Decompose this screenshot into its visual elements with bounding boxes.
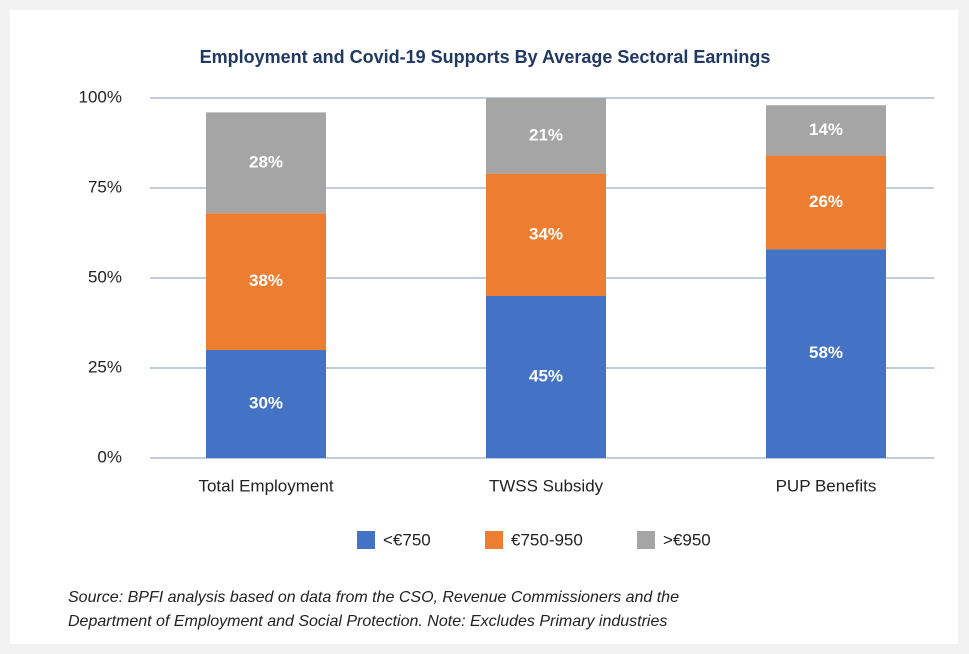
- x-tick-label: Total Employment: [198, 476, 333, 495]
- legend-label: >€950: [663, 530, 711, 549]
- source-note: Source: BPFI analysis based on data from…: [68, 589, 679, 606]
- bar-segment: [206, 112, 326, 214]
- x-tick-label: PUP Benefits: [776, 476, 877, 495]
- chart-title: Employment and Covid-19 Supports By Aver…: [200, 47, 771, 67]
- data-label: 26%: [809, 192, 843, 211]
- bar-segment: [206, 350, 326, 458]
- source-note: Department of Employment and Social Prot…: [68, 613, 667, 630]
- data-label: 58%: [809, 343, 843, 362]
- bar-segment: [206, 213, 326, 350]
- legend-swatch: [485, 531, 503, 549]
- y-tick-label: 75%: [88, 177, 122, 196]
- data-label: 30%: [249, 393, 283, 412]
- data-label: 45%: [529, 366, 563, 385]
- data-label: 38%: [249, 271, 283, 290]
- y-tick-label: 100%: [79, 87, 122, 106]
- data-label: 21%: [529, 125, 563, 144]
- bar-segment: [486, 98, 606, 174]
- legend-swatch: [357, 531, 375, 549]
- data-label: 14%: [809, 120, 843, 139]
- bar-segment: [486, 173, 606, 296]
- x-tick-label: TWSS Subsidy: [489, 476, 604, 495]
- legend-swatch: [637, 531, 655, 549]
- legend-label: €750-950: [511, 530, 583, 549]
- legend-label: <€750: [383, 530, 431, 549]
- bar-segment: [766, 155, 886, 250]
- y-tick-label: 0%: [97, 447, 122, 466]
- y-tick-label: 25%: [88, 357, 122, 376]
- bar-segment: [766, 249, 886, 458]
- y-tick-label: 50%: [88, 267, 122, 286]
- data-label: 34%: [529, 224, 563, 243]
- bar-segment: [766, 105, 886, 156]
- data-label: 28%: [249, 152, 283, 171]
- bar-segment: [486, 296, 606, 458]
